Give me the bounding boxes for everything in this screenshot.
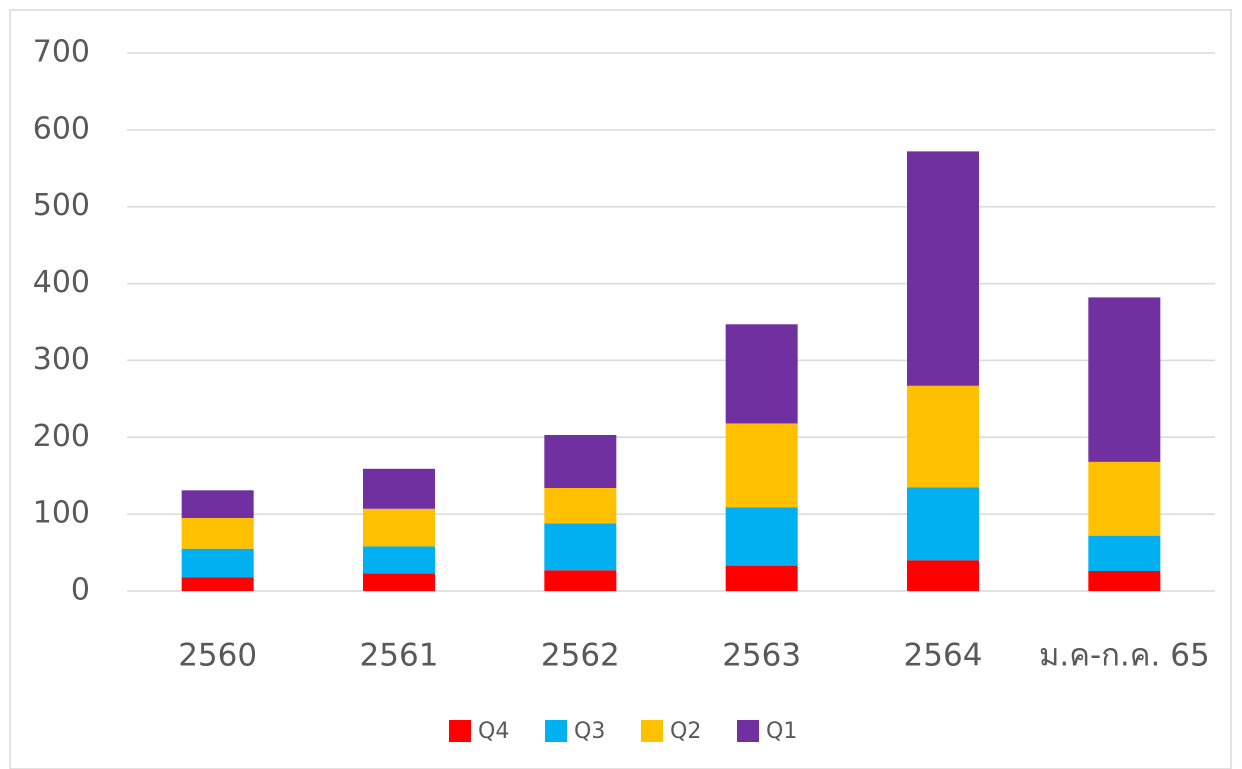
x-tick-label: 2560 xyxy=(178,638,257,674)
bar-segment xyxy=(725,565,798,591)
legend-swatch xyxy=(641,720,663,742)
legend-label: Q2 xyxy=(670,719,701,744)
bar-segment xyxy=(363,546,435,574)
bar-segment xyxy=(907,560,979,591)
legend-label: Q1 xyxy=(766,719,797,744)
bar-segment xyxy=(363,508,435,547)
bar-segment xyxy=(725,324,798,424)
bar-segment xyxy=(1088,535,1161,572)
bar-segment xyxy=(544,434,617,489)
x-tick-label: ม.ค-ก.ค. 65 xyxy=(1039,638,1210,674)
bar-segment xyxy=(363,573,435,591)
bar-segment xyxy=(907,385,979,488)
bar-segment xyxy=(544,523,617,571)
y-tick-label: 400 xyxy=(33,265,90,300)
bar-segment xyxy=(1088,297,1161,462)
y-tick-label: 200 xyxy=(33,419,90,454)
x-tick-label: 2563 xyxy=(722,638,801,674)
y-tick-label: 0 xyxy=(71,573,90,608)
bar-segment xyxy=(1088,571,1161,591)
x-tick-label: 2561 xyxy=(360,638,439,674)
bar-segment xyxy=(544,570,617,591)
bar-segment xyxy=(363,468,435,509)
bar-segment xyxy=(907,487,979,561)
bar-segment xyxy=(181,517,254,549)
y-tick-label: 500 xyxy=(33,188,90,223)
y-tick-label: 600 xyxy=(33,111,90,146)
legend-label: Q4 xyxy=(478,719,509,744)
bar-segment xyxy=(1088,461,1161,536)
y-tick-label: 300 xyxy=(33,342,90,377)
bar-segment xyxy=(181,577,254,591)
bar-segment xyxy=(907,151,979,386)
x-tick-label: 2562 xyxy=(541,638,620,674)
bar-segment xyxy=(725,423,798,508)
y-tick-label: 700 xyxy=(33,35,90,70)
chart-border xyxy=(9,9,1232,769)
y-tick-label: 100 xyxy=(33,496,90,531)
bar-segment xyxy=(181,548,254,578)
x-tick-label: 2564 xyxy=(904,638,983,674)
bar-segment xyxy=(544,488,617,524)
bar-segment xyxy=(181,490,254,518)
legend-swatch xyxy=(545,720,567,742)
legend-swatch xyxy=(737,720,759,742)
bar-segment xyxy=(725,507,798,566)
legend-label: Q3 xyxy=(574,719,605,744)
legend-swatch xyxy=(449,720,471,742)
